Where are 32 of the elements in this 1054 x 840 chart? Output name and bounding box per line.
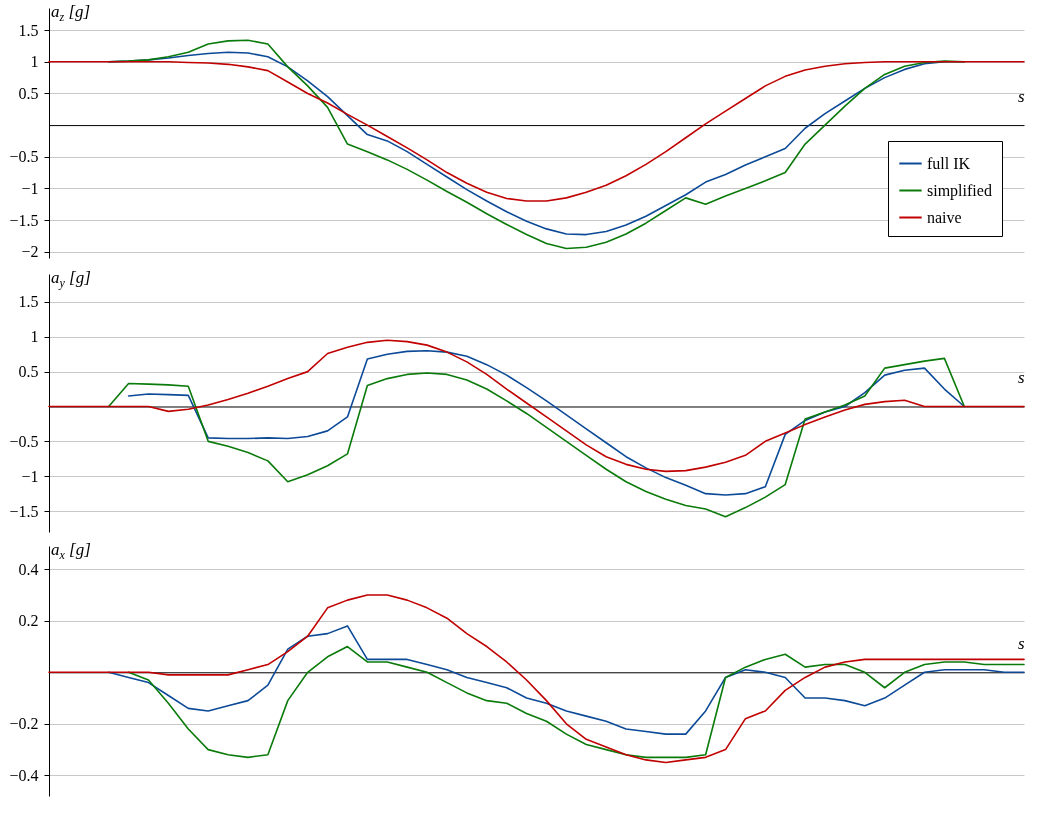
legend-label: simplified: [927, 181, 992, 200]
y-tick-label: −1.5: [9, 211, 39, 229]
y-tick-label: 1: [30, 53, 39, 71]
x-axis-title: s: [1017, 633, 1025, 653]
y-tick-label: −0.5: [9, 148, 39, 166]
x-axis-title: s: [1017, 86, 1025, 106]
y-tick-label: 0.4: [18, 560, 39, 578]
legend-label: full IK: [927, 154, 971, 172]
y-tick-label: 1: [30, 328, 39, 346]
y-axis-title: a$_{x}$ [g]: [51, 540, 91, 564]
line-series: [107, 625, 1025, 735]
x-axis-title: s: [1017, 367, 1025, 387]
legend-label: naive: [927, 208, 962, 226]
line-series: [107, 357, 966, 518]
y-tick-label: 0.2: [18, 612, 39, 630]
y-tick-label: −0.5: [9, 432, 39, 450]
line-series: [48, 339, 1025, 473]
y-tick-label: −1.5: [9, 502, 39, 520]
line-series: [127, 349, 966, 496]
line-series: [48, 594, 1025, 764]
y-tick-label: −1: [21, 467, 39, 485]
y-tick-label: −0.4: [9, 766, 39, 784]
y-axis-title: a$_{y}$ [g]: [51, 268, 91, 292]
y-tick-label: 0.5: [18, 363, 39, 381]
y-tick-label: −2: [21, 243, 39, 261]
line-series: [48, 61, 1025, 202]
y-tick-label: 0.5: [18, 84, 39, 102]
y-tick-label: −1: [21, 179, 39, 197]
y-tick-label: 1.5: [18, 293, 39, 311]
y-tick-label: 1.5: [18, 21, 39, 39]
y-axis-title: a$_{z}$ [g]: [51, 2, 91, 26]
y-tick-label: −0.2: [9, 715, 39, 733]
